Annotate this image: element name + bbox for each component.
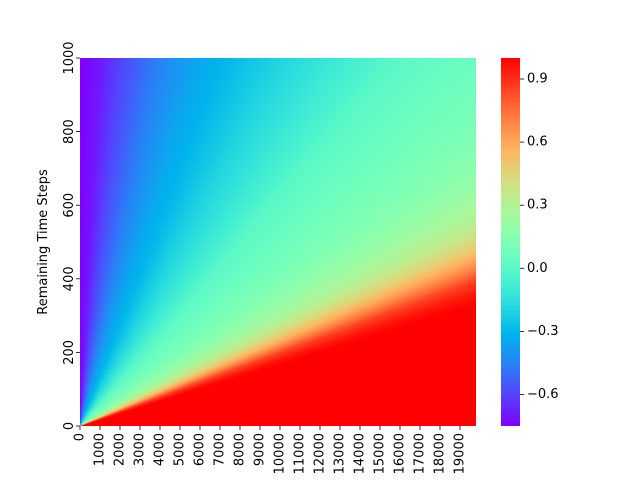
x-tick-label: 0: [73, 433, 88, 441]
x-tick-label: 1000: [93, 433, 108, 466]
x-tick-label: 19000: [453, 433, 468, 474]
x-tick-label: 10000: [273, 433, 288, 474]
y-tick-label: 200: [62, 340, 77, 365]
x-tick-label: 11000: [293, 433, 308, 474]
x-tick-label: 18000: [433, 433, 448, 474]
y-axis-ticks: 0 200 400 600 800 1000: [62, 41, 80, 430]
x-tick-label: 17000: [413, 433, 428, 474]
colorbar-tick-label: −0.3: [527, 324, 559, 339]
colorbar-tick-label: −0.6: [527, 387, 559, 402]
colorbar-ticks: −0.6 −0.3 0.0 0.3 0.6 0.9: [520, 72, 559, 402]
x-tick-label: 6000: [193, 433, 208, 466]
x-tick-label: 2000: [113, 433, 128, 466]
y-tick-label: 0: [62, 422, 77, 430]
x-tick-label: 13000: [333, 433, 348, 474]
x-tick-label: 15000: [373, 433, 388, 474]
y-tick-label: 400: [62, 266, 77, 291]
colorbar-tick-label: 0.9: [527, 72, 548, 87]
x-tick-label: 9000: [253, 433, 268, 466]
x-tick-label: 16000: [393, 433, 408, 474]
x-tick-label: 8000: [233, 433, 248, 466]
x-tick-label: 5000: [173, 433, 188, 466]
x-tick-label: 4000: [153, 433, 168, 466]
colorbar-tick-label: 0.3: [527, 198, 548, 213]
x-tick-label: 14000: [353, 433, 368, 474]
colorbar-tick-label: 0.0: [527, 261, 548, 276]
y-axis-label: Remaining Time Steps: [36, 169, 51, 315]
colorbar: [501, 58, 520, 426]
x-tick-label: 12000: [313, 433, 328, 474]
x-axis-ticks: 0 1000 2000 3000 4000 5000 6000 7000 8000 9000 100…: [73, 426, 468, 474]
x-tick-label: 3000: [133, 433, 148, 466]
colorbar-tick-label: 0.6: [527, 135, 548, 150]
heatmap-area: [80, 58, 476, 426]
y-tick-label: 800: [62, 119, 77, 144]
y-tick-label: 1000: [62, 41, 77, 74]
y-tick-label: 600: [62, 193, 77, 218]
x-tick-label: 7000: [213, 433, 228, 466]
